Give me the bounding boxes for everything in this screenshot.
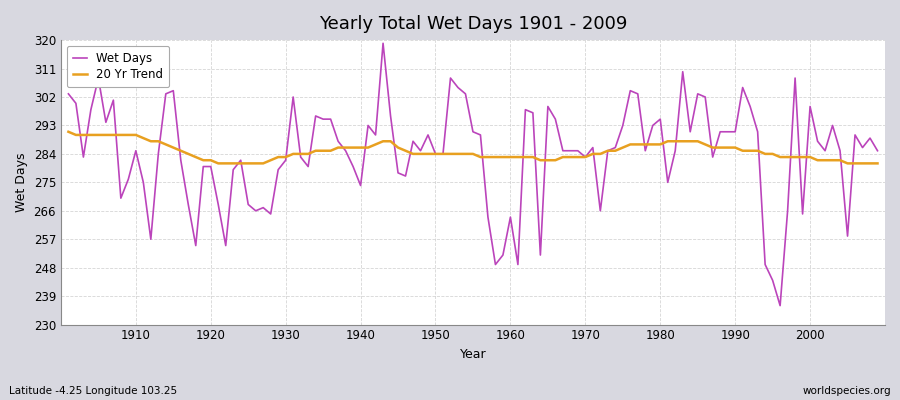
Wet Days [63, 92, 74, 96]
Line: Wet Days: Wet Days [68, 43, 878, 306]
Wet Days [512, 262, 523, 267]
X-axis label: Year: Year [460, 348, 486, 361]
Wet Days [602, 148, 613, 153]
Wet Days [505, 215, 516, 220]
20 Yr Trend [212, 161, 223, 166]
Wet Days [775, 303, 786, 308]
Text: worldspecies.org: worldspecies.org [803, 386, 891, 396]
Wet Days [288, 95, 299, 100]
Title: Yearly Total Wet Days 1901 - 2009: Yearly Total Wet Days 1901 - 2009 [319, 15, 627, 33]
Text: Latitude -4.25 Longitude 103.25: Latitude -4.25 Longitude 103.25 [9, 386, 177, 396]
Line: 20 Yr Trend: 20 Yr Trend [68, 132, 878, 163]
20 Yr Trend [123, 132, 134, 137]
20 Yr Trend [505, 155, 516, 160]
20 Yr Trend [63, 129, 74, 134]
Wet Days [378, 41, 389, 46]
Wet Days [333, 139, 344, 144]
20 Yr Trend [295, 152, 306, 156]
20 Yr Trend [602, 148, 613, 153]
Legend: Wet Days, 20 Yr Trend: Wet Days, 20 Yr Trend [67, 46, 169, 87]
20 Yr Trend [512, 155, 523, 160]
Y-axis label: Wet Days: Wet Days [15, 152, 28, 212]
Wet Days [123, 177, 134, 182]
Wet Days [872, 148, 883, 153]
20 Yr Trend [872, 161, 883, 166]
20 Yr Trend [340, 145, 351, 150]
